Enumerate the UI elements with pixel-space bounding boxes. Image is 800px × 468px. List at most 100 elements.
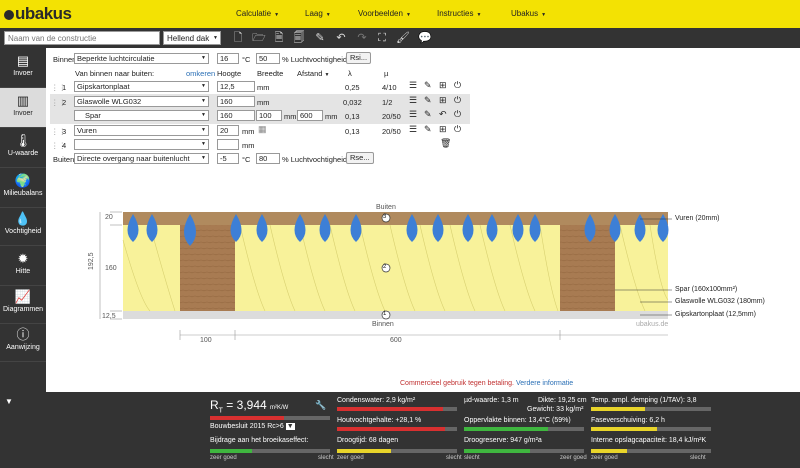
fullscreen-icon[interactable]: ⛶: [378, 32, 386, 44]
sidebar-item-invoer-1[interactable]: ▤ Invoer: [0, 48, 46, 88]
thermometer-icon: 🌡: [14, 133, 32, 148]
caret-down-icon: ▼: [405, 12, 411, 18]
outside-humidity-input[interactable]: 80: [256, 153, 280, 164]
roof-type-select[interactable]: Hellend dak ▼: [163, 31, 221, 45]
menu-calculatie[interactable]: Calculatie ▼: [236, 9, 280, 18]
scale-good: zeer goed: [560, 455, 587, 461]
trash-icon[interactable]: 🗑: [440, 138, 452, 148]
pencil-icon[interactable]: ✎: [424, 124, 432, 134]
power-icon[interactable]: ⏻: [454, 109, 462, 119]
pencil-icon[interactable]: ✎: [424, 95, 432, 105]
inside-climate-select[interactable]: Beperkte luchtcirculatie ▼: [74, 53, 209, 64]
inside-temp-input[interactable]: 16: [217, 53, 239, 64]
sidebar-item-diagrammen[interactable]: 📈 Diagrammen: [0, 284, 46, 324]
menu-icon[interactable]: ☰: [409, 80, 418, 90]
menu-icon[interactable]: ☰: [409, 124, 418, 134]
drying-label: Droogtijd: 68 dagen: [337, 437, 399, 444]
capacity-gauge: [591, 449, 711, 453]
humidity-label: % Luchtvochtigheid: [282, 55, 348, 64]
menu-voorbeelden[interactable]: Voorbeelden ▼: [358, 9, 411, 18]
layer-marker-1: [381, 310, 391, 320]
more-info-link[interactable]: Verdere informatie: [515, 380, 574, 387]
height-input-4[interactable]: [217, 139, 239, 150]
export-icon[interactable]: 🗐: [293, 32, 305, 44]
sidebar-item-aanwijzing[interactable]: ⓘ Aanwijzing: [0, 322, 46, 362]
width-input-spar[interactable]: 100: [256, 110, 282, 121]
redo-icon[interactable]: ↷: [357, 32, 367, 44]
sidebar-item-hitte[interactable]: ✹ Hitte: [0, 246, 46, 286]
collapse-icon[interactable]: ▼: [5, 397, 13, 406]
dimension-lines: [99, 211, 668, 340]
lambda-value-2: 0,032: [343, 98, 362, 107]
temp-damping-label: Temp. ampl. demping (1/TAV): 3,8: [591, 397, 697, 404]
damping-gauge-fill: [591, 407, 645, 411]
drag-handle-icon[interactable]: ⋮⋮: [51, 127, 66, 136]
ubakus-logo[interactable]: ubakus: [4, 4, 72, 24]
inside-label: Binnen:: [53, 55, 79, 64]
menu-icon[interactable]: ☰: [409, 95, 418, 105]
add-layer-icon[interactable]: ⊞: [439, 95, 447, 105]
unit-mm: mm: [284, 112, 297, 121]
drag-handle-icon[interactable]: ⋮⋮: [51, 98, 66, 107]
material-select-1[interactable]: Gipskartonplaat ▼: [74, 81, 209, 92]
pencil-icon[interactable]: ✎: [424, 109, 432, 119]
menu-icon[interactable]: ☰: [409, 109, 418, 119]
reverse-link[interactable]: omkeren: [186, 69, 216, 78]
add-layer-icon[interactable]: ⊞: [439, 80, 447, 90]
comment-icon[interactable]: 💬: [418, 32, 432, 44]
menu-laag[interactable]: Laag ▼: [305, 9, 331, 18]
lambda-value-3: 0,13: [345, 127, 360, 136]
outside-climate-select[interactable]: Directe overgang naar buitenlucht ▼: [74, 153, 209, 164]
sidebar-item-milieubalans[interactable]: 🌍 Milieubalans: [0, 168, 46, 208]
brush-icon[interactable]: 🖌: [396, 32, 410, 44]
drag-handle-icon[interactable]: ⋮⋮: [51, 141, 66, 150]
new-file-icon[interactable]: 🗋: [233, 32, 243, 44]
surface-gauge: [464, 427, 584, 431]
layer-marker-label: 3: [383, 214, 387, 220]
height-input-2[interactable]: 160: [217, 96, 255, 107]
power-icon[interactable]: ⏻: [454, 95, 462, 105]
rse-button[interactable]: Rse...: [346, 152, 374, 164]
add-layer-icon[interactable]: ⊞: [439, 124, 447, 134]
material-select-2[interactable]: Glaswolle WLG032 ▼: [74, 96, 209, 107]
col-spacing[interactable]: Afstand ▼: [297, 69, 330, 78]
height-input-3[interactable]: 20: [217, 125, 239, 136]
save-icon[interactable]: 🗎: [274, 32, 284, 44]
menu-ubakus[interactable]: Ubakus ▼: [511, 9, 547, 18]
pencil-icon[interactable]: ✎: [424, 80, 432, 90]
pattern-icon[interactable]: ▦: [258, 124, 267, 134]
power-icon[interactable]: ⏻: [454, 80, 462, 90]
rt-gauge-fill: [210, 416, 285, 420]
outside-temp-input[interactable]: -5: [217, 153, 239, 164]
swap-icon[interactable]: ↶: [439, 109, 447, 119]
open-folder-icon[interactable]: 🗁: [252, 32, 266, 44]
spacing-input-spar[interactable]: 600: [297, 110, 323, 121]
dropdown-icon[interactable]: ▼: [285, 423, 295, 430]
scale-good: zeer goed: [210, 455, 237, 461]
sidebar-item-u-waarde[interactable]: 🌡 U-waarde: [0, 128, 46, 168]
menu-instructies[interactable]: Instructies ▼: [437, 9, 482, 18]
height-input-spar[interactable]: 160: [217, 110, 255, 121]
material-select-spar[interactable]: Spar ▼: [74, 110, 209, 121]
caret-down-icon: ▼: [541, 12, 547, 18]
wrench-icon[interactable]: 🔧: [315, 400, 327, 410]
edit-icon[interactable]: ✎: [315, 32, 325, 44]
caret-down-icon: ▼: [274, 12, 280, 18]
surface-temp-label: Oppervlakte binnen: 13,4°C (59%): [464, 417, 571, 424]
power-icon[interactable]: ⏻: [454, 124, 462, 134]
inside-humidity-input[interactable]: 50: [256, 53, 280, 64]
condensation-gauge: [337, 407, 457, 411]
callout-spar: Spar (160x100mm²): [675, 286, 738, 293]
sidebar-item-invoer-2[interactable]: ▥ Invoer: [0, 88, 46, 128]
sidebar-item-vochtigheid[interactable]: 💧 Vochtigheid: [0, 206, 46, 246]
construction-name-input[interactable]: [4, 31, 160, 45]
height-input-1[interactable]: 12,5: [217, 81, 255, 92]
droplet-icon: 💧: [14, 211, 32, 226]
material-select-3[interactable]: Vuren ▼: [74, 125, 209, 136]
rsi-button[interactable]: Rsi...: [346, 52, 372, 64]
weight: Gewicht: 33 kg/m²: [527, 406, 584, 413]
row-number: 4: [62, 141, 67, 150]
undo-icon[interactable]: ↶: [336, 32, 346, 44]
drag-handle-icon[interactable]: ⋮⋮: [51, 83, 66, 92]
material-select-4[interactable]: ▼: [74, 139, 209, 150]
